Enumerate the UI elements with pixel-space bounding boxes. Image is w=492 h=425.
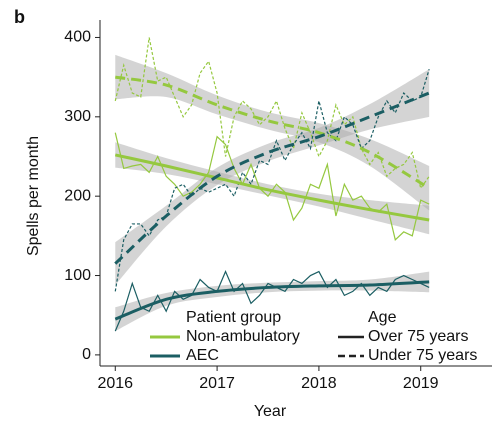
- legend-title: Patient group: [186, 309, 281, 326]
- legend-title: Age: [368, 309, 397, 326]
- monthly-line: [114, 270, 430, 332]
- x-axis-label: Year: [254, 403, 287, 420]
- confidence-band: [115, 69, 430, 286]
- y-tick-label: 400: [64, 29, 91, 46]
- y-tick-label: 100: [64, 267, 91, 284]
- x-tick-label: 2017: [199, 375, 235, 392]
- trend-line: [114, 153, 430, 222]
- monthly-line: [114, 37, 430, 190]
- x-tick-label: 2018: [301, 375, 337, 392]
- legend-label: Non-ambulatory: [186, 328, 300, 345]
- trend-line: [115, 75, 430, 190]
- trend-line: [114, 280, 430, 321]
- legend-label: Over 75 years: [368, 328, 468, 345]
- legend-label: Under 75 years: [368, 347, 477, 364]
- y-axis-label: Spells per month: [25, 136, 42, 256]
- panel-label: b: [14, 7, 25, 27]
- y-tick-label: 0: [82, 346, 91, 363]
- y-tick-label: 300: [64, 108, 91, 125]
- confidence-band: [115, 142, 430, 235]
- x-tick-label: 2016: [97, 375, 133, 392]
- trend-line: [114, 91, 430, 265]
- legend-label: AEC: [186, 347, 219, 364]
- x-tick-label: 2019: [403, 375, 439, 392]
- y-tick-label: 200: [64, 187, 91, 204]
